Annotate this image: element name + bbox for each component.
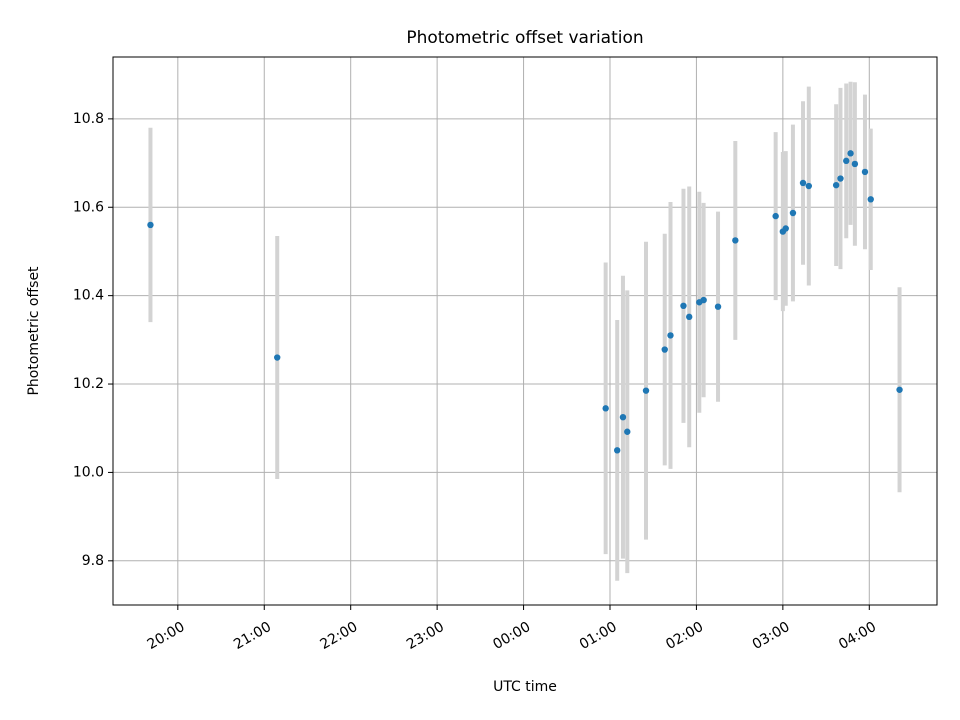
data-point: [837, 175, 844, 182]
x-axis-label: UTC time: [493, 679, 557, 695]
data-point: [851, 160, 859, 168]
data-point: [686, 313, 693, 321]
y-tick-label: 10.2: [73, 376, 104, 392]
data-point: [619, 413, 627, 421]
data-point: [714, 303, 722, 310]
data-point: [782, 225, 789, 232]
data-point: [680, 302, 687, 310]
data-point: [772, 212, 779, 220]
y-axis-ticks: 9.8 10.0 10.2 10.4 10.6 10.8: [73, 111, 113, 569]
data-point: [274, 354, 281, 361]
y-axis-label: Photometric offset: [26, 266, 42, 396]
data-point: [732, 237, 739, 244]
data-point: [602, 405, 609, 412]
data-point: [789, 209, 797, 217]
data-point: [832, 181, 840, 189]
chart-title: Photometric offset variation: [406, 28, 643, 48]
data-point: [799, 179, 807, 187]
y-tick-label: 10.4: [73, 288, 104, 304]
y-tick-label: 10.6: [73, 199, 104, 215]
grid-layer: [113, 57, 937, 605]
data-point: [613, 447, 621, 454]
data-point: [847, 150, 854, 157]
data-point: [700, 296, 707, 304]
data-point: [805, 182, 812, 190]
data-point: [147, 221, 154, 229]
data-point: [843, 157, 850, 165]
data-point: [861, 168, 869, 176]
point-layer: [147, 150, 903, 454]
data-point: [896, 386, 903, 393]
y-tick-label: 10.0: [73, 464, 104, 480]
plot-frame: [112, 56, 938, 606]
y-tick-label: 10.8: [73, 111, 104, 127]
data-point: [667, 332, 674, 339]
data-point: [867, 196, 874, 203]
data-point: [642, 387, 650, 394]
y-tick-label: 9.8: [82, 553, 104, 569]
data-point: [624, 428, 631, 435]
data-point: [661, 346, 668, 353]
